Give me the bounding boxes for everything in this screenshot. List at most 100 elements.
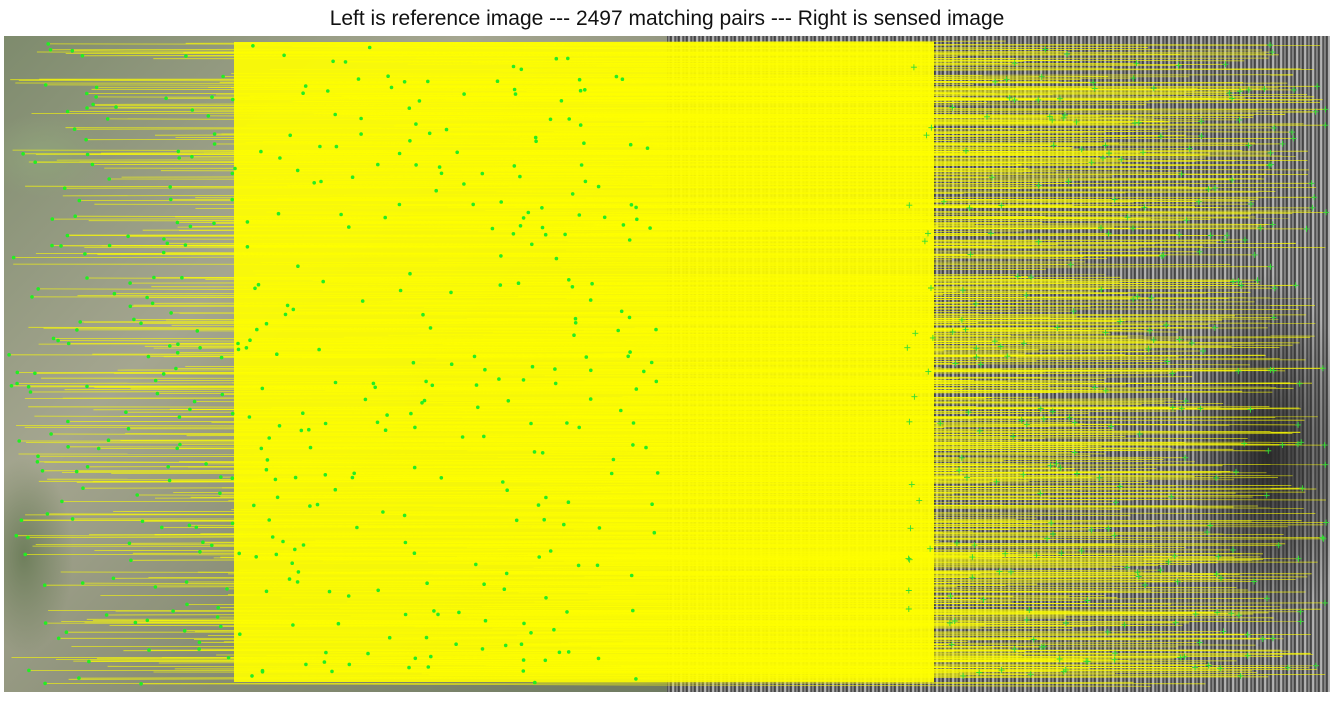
sensed-keypoint bbox=[1102, 329, 1109, 336]
sensed-keypoint bbox=[1074, 470, 1080, 477]
reference-keypoint bbox=[153, 378, 158, 383]
match-line bbox=[249, 319, 1223, 322]
match-line bbox=[67, 421, 1075, 424]
reference-keypoint bbox=[319, 179, 323, 184]
match-line bbox=[431, 157, 1122, 160]
reference-keypoint bbox=[347, 662, 352, 667]
reference-keypoint bbox=[383, 215, 388, 220]
reference-keypoint bbox=[480, 647, 485, 651]
match-line bbox=[485, 210, 1293, 214]
sensed-keypoint bbox=[1218, 575, 1224, 582]
sensed-keypoint bbox=[1242, 236, 1248, 243]
match-line bbox=[109, 625, 981, 629]
sensed-keypoint bbox=[1295, 441, 1301, 448]
reference-keypoint bbox=[301, 411, 305, 416]
sensed-keypoint bbox=[1121, 621, 1128, 628]
match-line bbox=[292, 624, 1092, 627]
reference-keypoint bbox=[307, 427, 311, 432]
reference-keypoint bbox=[74, 469, 79, 474]
reference-keypoint bbox=[198, 550, 202, 554]
match-line bbox=[429, 131, 1135, 134]
reference-keypoint bbox=[194, 525, 199, 530]
reference-keypoint bbox=[565, 421, 569, 425]
match-line bbox=[466, 544, 1116, 549]
match-line bbox=[331, 671, 1031, 675]
reference-keypoint bbox=[334, 144, 339, 149]
reference-keypoint bbox=[403, 540, 408, 545]
reference-keypoint bbox=[273, 477, 278, 482]
reference-keypoint bbox=[312, 181, 317, 185]
sensed-keypoint bbox=[906, 202, 913, 209]
sensed-keypoint bbox=[937, 420, 944, 427]
reference-keypoint bbox=[204, 462, 208, 466]
match-line bbox=[564, 560, 1169, 563]
sensed-keypoint bbox=[1028, 274, 1035, 281]
sensed-keypoint bbox=[1056, 656, 1063, 662]
reference-keypoint bbox=[449, 290, 453, 295]
match-line bbox=[579, 214, 1250, 218]
reference-keypoint bbox=[490, 226, 495, 231]
reference-keypoint bbox=[80, 581, 85, 585]
reference-keypoint bbox=[583, 88, 587, 92]
reference-keypoint bbox=[644, 445, 648, 450]
reference-keypoint bbox=[293, 547, 297, 552]
reference-keypoint bbox=[161, 372, 166, 376]
match-line bbox=[62, 397, 991, 399]
sensed-keypoint bbox=[1023, 292, 1030, 299]
reference-keypoint bbox=[49, 432, 53, 436]
match-line bbox=[589, 597, 1268, 602]
match-line bbox=[195, 197, 1157, 201]
sensed-keypoint bbox=[952, 360, 959, 367]
sensed-keypoint bbox=[1271, 285, 1278, 292]
reference-keypoint bbox=[277, 424, 282, 428]
match-line bbox=[568, 648, 1015, 653]
match-line bbox=[232, 522, 1032, 525]
reference-keypoint bbox=[619, 309, 624, 314]
reference-keypoints bbox=[7, 42, 660, 686]
sensed-keypoint bbox=[947, 593, 954, 599]
sensed-keypoint bbox=[1237, 673, 1244, 679]
reference-keypoint bbox=[275, 495, 280, 500]
sensed-keypoint bbox=[1296, 380, 1303, 387]
reference-keypoint bbox=[498, 283, 503, 287]
reference-keypoint bbox=[282, 53, 286, 58]
reference-keypoint bbox=[127, 541, 132, 546]
match-line bbox=[219, 81, 1288, 84]
sensed-keypoint bbox=[1192, 664, 1199, 671]
reference-keypoint bbox=[184, 54, 188, 58]
reference-keypoint bbox=[642, 369, 646, 374]
reference-keypoint bbox=[50, 243, 54, 248]
reference-keypoint bbox=[454, 642, 458, 646]
reference-keypoint bbox=[78, 320, 82, 324]
reference-keypoint bbox=[36, 287, 40, 291]
match-line bbox=[262, 670, 960, 673]
match-line bbox=[222, 391, 1273, 395]
sensed-keypoint bbox=[1035, 238, 1042, 245]
sensed-keypoint bbox=[1176, 231, 1183, 238]
sensed-keypoint bbox=[969, 574, 976, 581]
match-line bbox=[37, 455, 962, 459]
reference-keypoint bbox=[291, 307, 296, 312]
match-line bbox=[140, 322, 1209, 326]
reference-keypoint bbox=[566, 500, 571, 505]
reference-keypoint bbox=[85, 152, 90, 157]
reference-keypoint bbox=[590, 281, 594, 286]
reference-keypoint bbox=[424, 635, 429, 640]
sensed-keypoint bbox=[962, 326, 969, 333]
match-line bbox=[482, 335, 1315, 337]
reference-keypoint bbox=[553, 381, 558, 386]
reference-keypoint bbox=[219, 624, 223, 629]
reference-keypoint bbox=[522, 621, 526, 626]
sensed-keypoint bbox=[960, 672, 967, 679]
sensed-keypoint bbox=[1211, 324, 1218, 331]
reference-keypoint bbox=[96, 446, 101, 451]
sensed-keypoint bbox=[1245, 142, 1252, 149]
match-line bbox=[504, 313, 1307, 316]
reference-keypoint bbox=[175, 220, 180, 225]
sensed-keypoint bbox=[1248, 201, 1254, 208]
match-line bbox=[154, 133, 1029, 136]
match-line bbox=[303, 543, 1286, 546]
sensed-keypoint bbox=[991, 338, 998, 345]
reference-keypoint bbox=[620, 77, 625, 81]
sensed-keypoint bbox=[1066, 414, 1073, 421]
